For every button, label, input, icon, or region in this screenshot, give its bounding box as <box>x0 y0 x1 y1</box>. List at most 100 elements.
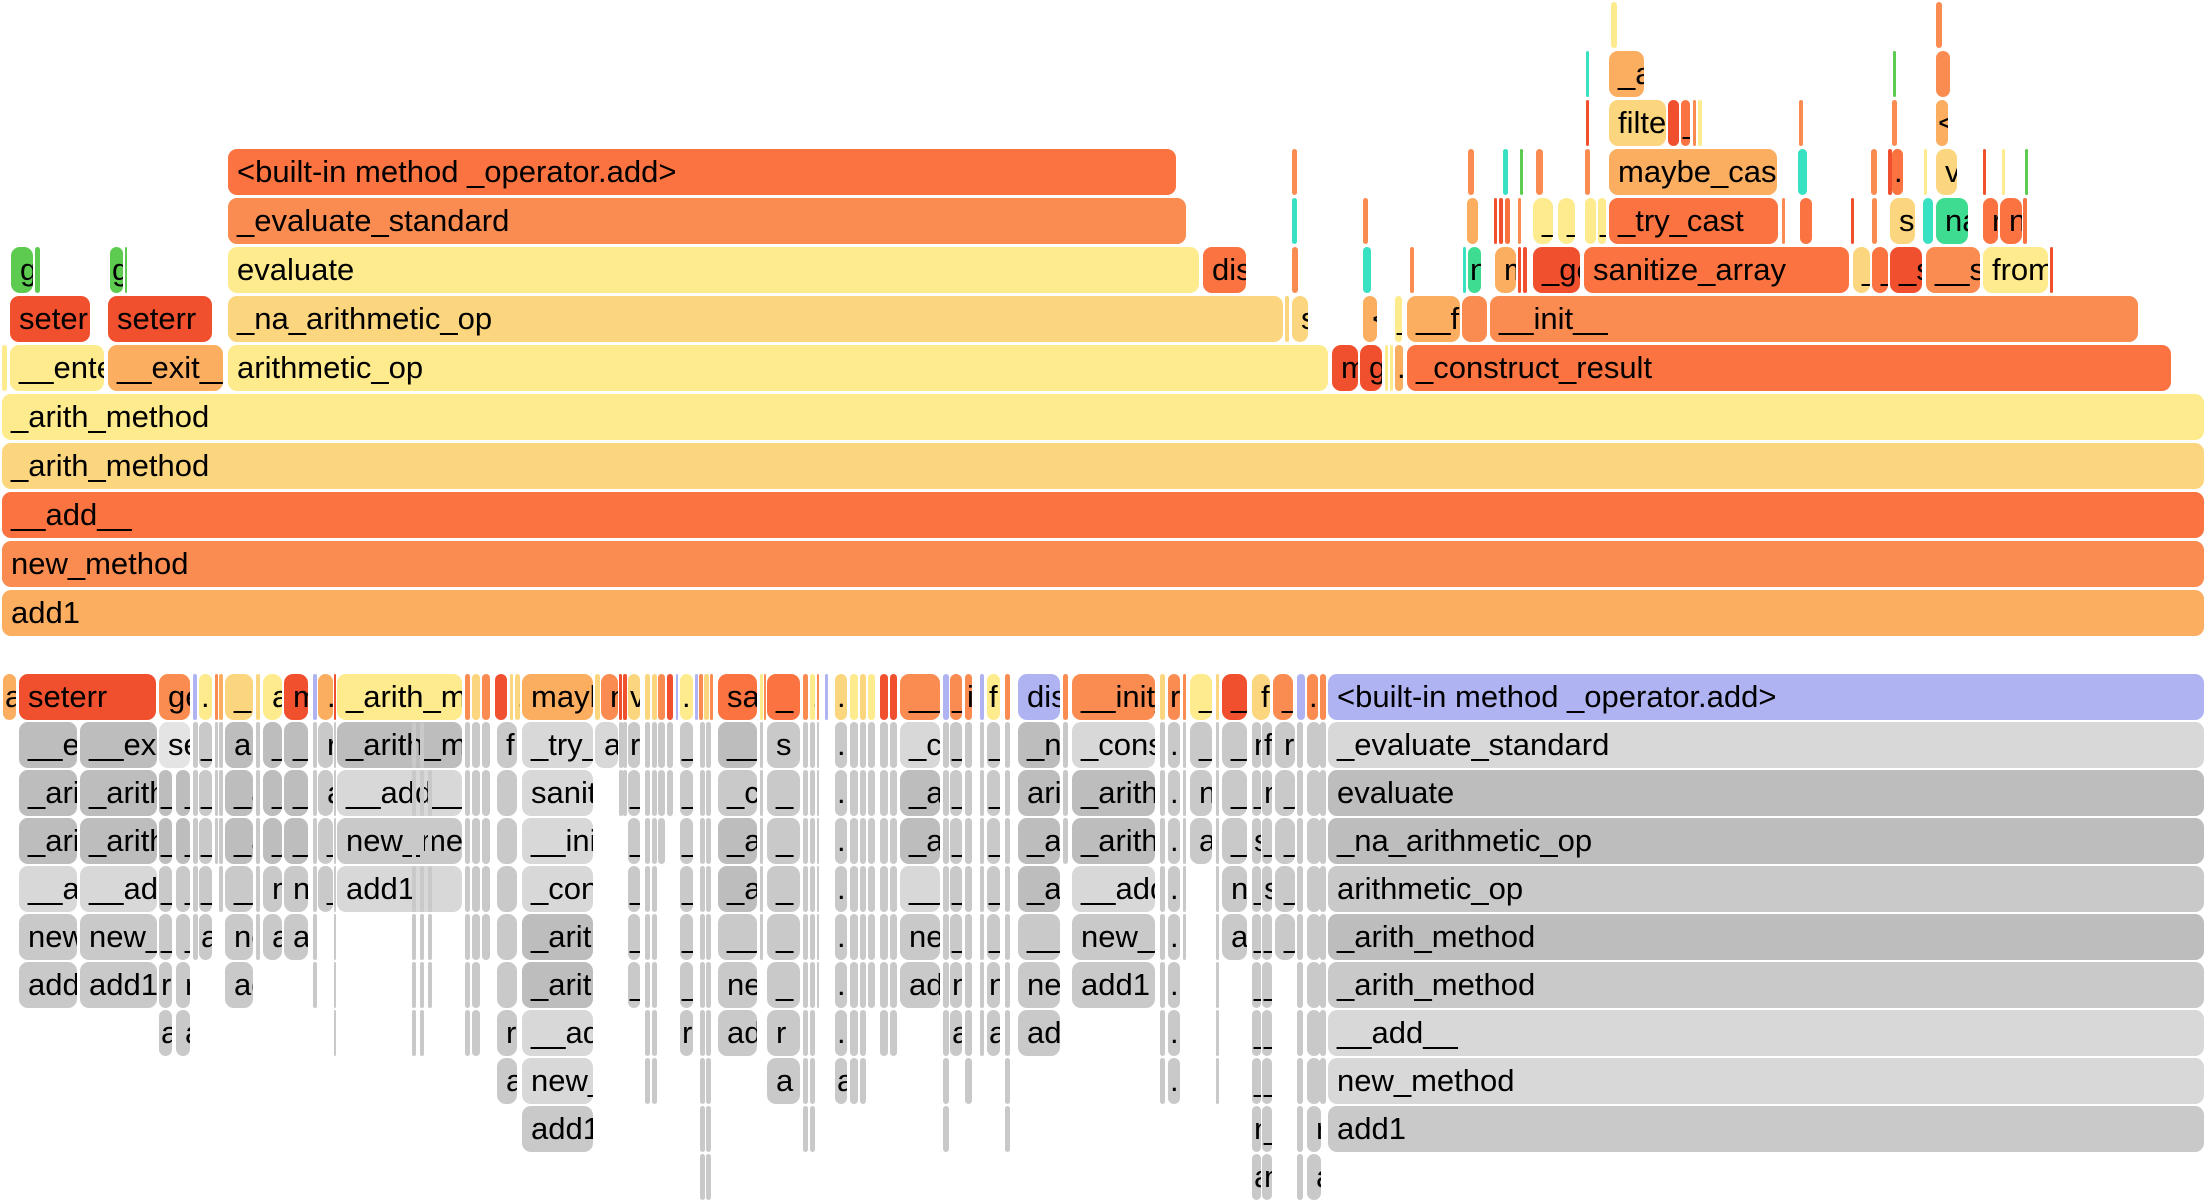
flame-frame-bottom-sliver[interactable] <box>1160 1010 1165 1056</box>
flame-frame-bottom-caller[interactable]: r <box>1307 1106 1321 1152</box>
flame-frame-top[interactable] <box>1888 149 1892 195</box>
flame-frame-bottom-sliver[interactable] <box>980 722 984 768</box>
flame-frame-bottom-caller[interactable]: _ <box>987 866 1000 912</box>
flame-frame-bottom-caller[interactable]: add1 <box>1328 1106 2204 1152</box>
flame-frame-top[interactable] <box>1410 247 1414 293</box>
flame-frame-bottom-sliver[interactable] <box>943 818 949 864</box>
flame-frame-bottom-header[interactable] <box>704 674 709 720</box>
flame-frame-bottom-sliver[interactable] <box>497 914 517 960</box>
flame-frame-top[interactable]: _ <box>1872 247 1888 293</box>
flame-frame-top[interactable] <box>1468 149 1474 195</box>
flame-frame-bottom-sliver[interactable] <box>760 818 763 864</box>
flame-frame-top[interactable] <box>1893 51 1896 97</box>
flame-frame-bottom-caller[interactable]: _ <box>1262 1106 1272 1152</box>
flame-frame-top[interactable] <box>1518 198 1521 244</box>
flame-frame-top[interactable] <box>1871 149 1877 195</box>
flame-frame-top[interactable] <box>1494 198 1497 244</box>
flame-frame-top[interactable]: _na_arithmetic_op <box>228 296 1283 342</box>
flame-frame-top[interactable] <box>125 247 127 293</box>
flame-frame-bottom-sliver[interactable] <box>1005 818 1010 864</box>
flame-frame-bottom-caller[interactable]: _ <box>628 770 640 816</box>
flame-frame-top[interactable] <box>1518 247 1521 293</box>
flame-frame-bottom-caller[interactable]: _arith <box>522 914 593 960</box>
flame-frame-bottom-sliver[interactable] <box>860 770 866 816</box>
flame-frame-bottom-caller[interactable]: arithmetic_op <box>1328 866 2204 912</box>
flame-frame-bottom-caller[interactable]: ad <box>718 1010 757 1056</box>
flame-frame-bottom-sliver[interactable] <box>1320 818 1326 864</box>
flame-frame-bottom-sliver[interactable] <box>215 722 218 768</box>
flame-frame-bottom-caller[interactable]: r <box>497 1010 517 1056</box>
flame-frame-bottom-header[interactable] <box>860 674 866 720</box>
flame-frame-bottom-caller[interactable]: . <box>1168 818 1180 864</box>
flame-frame-bottom-sliver[interactable] <box>465 914 470 960</box>
flame-frame-bottom-caller[interactable]: _ <box>628 818 640 864</box>
flame-frame-bottom-sliver[interactable] <box>706 1106 711 1152</box>
flame-frame-bottom-caller[interactable]: __ <box>284 818 308 864</box>
flame-frame-bottom-sliver[interactable] <box>1005 866 1010 912</box>
flame-frame-top[interactable]: _a <box>1609 51 1644 97</box>
flame-frame-bottom-caller[interactable]: _ <box>1252 866 1261 912</box>
flame-frame-bottom-caller[interactable]: _ <box>1252 1058 1261 1104</box>
flame-frame-bottom-header[interactable] <box>495 674 507 720</box>
flame-frame-bottom-sliver[interactable] <box>890 1010 897 1056</box>
flame-frame-bottom-sliver[interactable] <box>965 1058 972 1104</box>
flame-frame-bottom-sliver[interactable] <box>482 914 490 960</box>
flame-frame-bottom-sliver[interactable] <box>943 914 949 960</box>
flame-frame-bottom-header[interactable] <box>193 674 197 720</box>
flame-frame-bottom-caller[interactable]: . <box>835 962 847 1008</box>
flame-frame-bottom-sliver[interactable] <box>334 770 336 816</box>
flame-frame-bottom-caller[interactable]: nev <box>1018 962 1060 1008</box>
flame-frame-bottom-sliver[interactable] <box>482 818 490 864</box>
flame-frame-bottom-header[interactable]: sa <box>718 674 757 720</box>
flame-frame-top[interactable] <box>1799 100 1803 146</box>
flame-frame-bottom-header[interactable]: fi <box>1252 674 1270 720</box>
flame-frame-bottom-caller[interactable]: _arith <box>522 962 593 1008</box>
flame-frame-bottom-sliver[interactable] <box>1307 722 1321 768</box>
flame-frame-bottom-sliver[interactable] <box>980 1010 984 1056</box>
flame-frame-bottom-header[interactable] <box>980 674 984 720</box>
flame-frame-bottom-caller[interactable]: __exit_ <box>80 722 157 768</box>
flame-frame-top[interactable]: new_method <box>2 541 2204 587</box>
flame-frame-bottom-header[interactable]: _ <box>950 674 962 720</box>
flame-frame-bottom-sliver[interactable] <box>850 722 858 768</box>
flame-frame-bottom-caller[interactable]: new_m <box>1072 914 1155 960</box>
flame-frame-bottom-sliver[interactable] <box>706 1058 711 1104</box>
flame-frame-top[interactable] <box>1385 345 1388 391</box>
flame-frame-bottom-sliver[interactable] <box>803 1010 808 1056</box>
flame-frame-bottom-header[interactable]: disp <box>1018 674 1060 720</box>
flame-frame-bottom-header[interactable]: _c <box>1222 674 1247 720</box>
flame-frame-bottom-caller[interactable]: add1 <box>337 866 462 912</box>
flame-frame-bottom-caller[interactable]: _ <box>1252 914 1261 960</box>
flame-frame-bottom-sliver[interactable] <box>1307 962 1321 1008</box>
flame-frame-top[interactable]: _arith_method <box>2 443 2204 489</box>
flame-frame-bottom-header[interactable]: _ <box>1190 674 1212 720</box>
flame-frame-top[interactable] <box>1523 247 1527 293</box>
flame-frame-top[interactable] <box>1462 296 1487 342</box>
flame-frame-bottom-caller[interactable]: ne <box>284 866 308 912</box>
flame-frame-bottom-sliver[interactable] <box>1297 1154 1303 1200</box>
flame-frame-bottom-caller[interactable]: _a <box>718 866 757 912</box>
flame-frame-top[interactable]: add1 <box>2 590 2204 636</box>
flame-frame-top[interactable] <box>1505 198 1510 244</box>
flame-frame-bottom-caller[interactable]: _ <box>176 914 190 960</box>
flame-frame-bottom-sliver[interactable] <box>645 1010 650 1056</box>
flame-frame-bottom-caller[interactable]: _ <box>318 866 333 912</box>
flame-frame-bottom-sliver[interactable] <box>497 770 517 816</box>
flame-frame-bottom-caller[interactable]: se <box>159 722 190 768</box>
flame-frame-bottom-header[interactable] <box>1005 674 1010 720</box>
flame-frame-bottom-sliver[interactable] <box>1307 914 1321 960</box>
flame-frame-bottom-header[interactable] <box>215 674 218 720</box>
flame-frame-bottom-sliver[interactable] <box>850 866 858 912</box>
flame-frame-top[interactable]: . <box>1892 149 1903 195</box>
flame-frame-bottom-sliver[interactable] <box>868 866 875 912</box>
flame-frame-bottom-sliver[interactable] <box>472 962 480 1008</box>
flame-frame-bottom-header[interactable]: _ <box>1273 674 1293 720</box>
flame-frame-bottom-sliver[interactable] <box>1320 1058 1326 1104</box>
flame-frame-bottom-sliver[interactable] <box>497 866 517 912</box>
flame-frame-bottom-header[interactable]: a <box>263 674 282 720</box>
flame-frame-top[interactable]: _arith_method <box>2 394 2204 440</box>
flame-frame-bottom-sliver[interactable] <box>860 1058 866 1104</box>
flame-frame-bottom-sliver[interactable] <box>1005 1010 1010 1056</box>
flame-frame-top[interactable]: _ <box>1558 198 1575 244</box>
flame-frame-bottom-header[interactable] <box>652 674 657 720</box>
